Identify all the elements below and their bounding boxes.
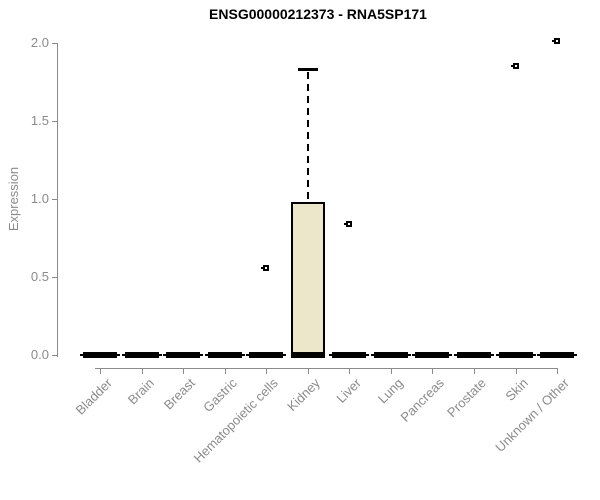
x-axis-tick [183,368,184,374]
x-axis-tick [432,368,433,374]
outlier-point-nub [511,65,513,67]
y-tick-label: 1.0 [30,191,49,206]
outlier-point-center [556,40,558,42]
x-axis-tick [142,368,143,374]
median-bar [540,352,574,358]
y-tick-label: 2.0 [30,35,49,50]
median-bar [291,352,325,358]
whisker-dashed-line [307,72,309,201]
median-bar [249,352,283,358]
median-bar [83,352,117,358]
y-axis-tick [52,43,57,44]
median-bar [332,352,366,358]
y-axis-tick [52,355,57,356]
y-axis-line [57,43,58,357]
x-axis-tick [266,368,267,374]
median-bar [457,352,491,358]
outlier-point-center [515,65,517,67]
outlier-point-center [265,267,267,269]
median-bar [208,352,242,358]
whisker-cap [298,68,318,71]
median-bar [166,352,200,358]
median-bar [415,352,449,358]
outlier-point-nub [261,267,263,269]
x-axis-line [95,368,558,369]
y-tick-label: 0.5 [30,269,49,284]
x-axis-tick [391,368,392,374]
x-axis-tick [557,368,558,374]
x-axis-tick [308,368,309,374]
box-rect [291,202,325,358]
x-axis-tick [516,368,517,374]
chart-title: ENSG00000212373 - RNA5SP171 [209,6,427,22]
median-bar [374,352,408,358]
outlier-point-center [348,223,350,225]
y-axis-tick [52,199,57,200]
x-axis-tick [100,368,101,374]
y-axis-tick [52,277,57,278]
x-axis-tick [225,368,226,374]
outlier-point-nub [552,40,554,42]
median-bar [125,352,159,358]
median-bar [499,352,533,358]
x-axis-tick [474,368,475,374]
outlier-point-nub [344,223,346,225]
y-tick-label: 1.5 [30,113,49,128]
y-axis-tick [52,121,57,122]
x-axis-tick [349,368,350,374]
y-tick-label: 0.0 [30,347,49,362]
